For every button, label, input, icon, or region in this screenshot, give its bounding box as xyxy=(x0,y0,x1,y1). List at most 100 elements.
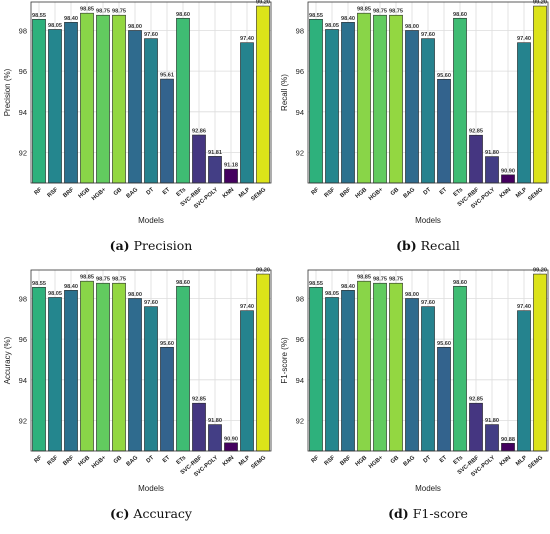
x-tick-label: RSF xyxy=(324,455,337,467)
bar-value-label: 98.40 xyxy=(341,16,355,22)
bar-value-label: 95.60 xyxy=(437,73,451,79)
caption-letter: (b) xyxy=(396,238,417,253)
bar-value-label: 95.60 xyxy=(160,341,174,347)
x-tick-label: GB xyxy=(113,455,124,465)
bar-value-label: 98.60 xyxy=(453,12,467,18)
bar-knn xyxy=(501,174,515,184)
x-tick-label: KNN xyxy=(222,187,235,200)
x-tick-label: SEMG xyxy=(250,455,267,471)
axes-frame xyxy=(30,1,272,184)
x-tick-label: RF xyxy=(34,187,44,197)
bar-semg xyxy=(533,273,547,452)
x-axis-label: Models xyxy=(415,484,441,493)
x-tick-label: GB xyxy=(113,187,124,197)
bar-value-label: 97.60 xyxy=(144,32,158,38)
y-tick-label: 96 xyxy=(296,67,304,76)
bar-hgb xyxy=(80,12,94,184)
bar-hgb- xyxy=(96,282,110,452)
bar-value-label: 99.20 xyxy=(256,0,270,6)
bar-value-label: 97.40 xyxy=(517,36,531,42)
bar-value-label: 98.60 xyxy=(453,280,467,286)
y-tick-label: 96 xyxy=(19,67,27,76)
x-tick-label: DT xyxy=(146,455,156,465)
bar-value-label: 95.60 xyxy=(437,341,451,347)
bar-value-label: 99.20 xyxy=(533,268,547,274)
bar-value-label: 98.05 xyxy=(48,23,62,29)
x-axis-label: Models xyxy=(138,484,164,493)
x-tick-label: RSF xyxy=(47,455,60,467)
x-axis-label: Models xyxy=(415,216,441,225)
y-tick-label: 94 xyxy=(296,108,304,117)
bar-et xyxy=(437,346,451,452)
bar-bag xyxy=(128,298,142,452)
bar-mlp xyxy=(517,310,531,452)
y-axis-label: F1-score (%) xyxy=(280,337,289,384)
bar-brf xyxy=(64,290,78,452)
bar-value-label: 98.05 xyxy=(325,291,339,297)
x-tick-label: BRF xyxy=(62,187,75,200)
y-tick-label: 92 xyxy=(296,148,304,157)
bar-value-label: 98.75 xyxy=(112,9,126,15)
bar-hgb- xyxy=(96,14,110,184)
y-tick-label: 94 xyxy=(296,376,304,385)
x-tick-label: KNN xyxy=(499,187,512,200)
x-tick-label: BRF xyxy=(339,455,352,468)
bar-rf xyxy=(309,18,323,184)
axes-frame xyxy=(307,269,549,452)
bar-ets xyxy=(453,17,467,184)
x-tick-label: DT xyxy=(423,455,433,465)
bar-et xyxy=(160,78,174,184)
bar-value-label: 99.20 xyxy=(256,268,270,274)
panel-caption: (d) F1-score xyxy=(388,506,468,521)
x-tick-label: RF xyxy=(34,455,44,465)
x-tick-label: ETs xyxy=(453,455,465,466)
bar-hgb- xyxy=(373,14,387,184)
bar-value-label: 99.20 xyxy=(533,0,547,6)
x-tick-label: ET xyxy=(439,187,449,197)
bar-bag xyxy=(405,30,419,184)
bar-hgb xyxy=(357,280,371,452)
panel-caption: (c) Accuracy xyxy=(110,506,193,521)
x-tick-label: DT xyxy=(146,187,156,197)
bar-value-label: 95.61 xyxy=(160,73,174,79)
x-tick-label: BAG xyxy=(403,187,417,200)
bar-gb xyxy=(389,14,403,184)
bar-rf xyxy=(32,18,46,184)
x-tick-label: SEMG xyxy=(527,455,544,471)
bar-value-label: 92.86 xyxy=(192,129,206,135)
x-tick-label: HGB+ xyxy=(91,455,108,470)
bar-value-label: 98.40 xyxy=(64,16,78,22)
bar-value-label: 98.55 xyxy=(32,281,46,287)
caption-letter: (c) xyxy=(110,506,129,521)
x-tick-label: GB xyxy=(390,187,401,197)
caption-letter: (a) xyxy=(110,238,130,253)
bar-value-label: 91.80 xyxy=(485,150,499,156)
x-tick-label: HGB+ xyxy=(91,187,108,202)
bar-value-label: 98.75 xyxy=(389,9,403,15)
bar-svc-rbf xyxy=(192,402,206,452)
x-tick-label: RSF xyxy=(324,187,337,199)
y-axis-label: Precision (%) xyxy=(3,68,12,116)
bar-value-label: 98.05 xyxy=(48,291,62,297)
bar-value-label: 98.60 xyxy=(176,12,190,18)
x-tick-label: ETs xyxy=(453,187,465,198)
y-tick-label: 98 xyxy=(296,26,304,35)
bar-hgb- xyxy=(373,282,387,452)
bar-value-label: 97.60 xyxy=(421,32,435,38)
bar-value-label: 98.75 xyxy=(373,277,387,283)
bar-value-label: 91.80 xyxy=(208,418,222,424)
bar-value-label: 98.40 xyxy=(64,284,78,290)
caption-text: Accuracy xyxy=(129,506,192,521)
bar-value-label: 98.75 xyxy=(96,9,110,15)
x-tick-label: KNN xyxy=(222,455,235,468)
bar-value-label: 90.88 xyxy=(501,437,515,443)
bar-mlp xyxy=(240,42,254,184)
x-tick-label: BAG xyxy=(126,455,140,468)
bar-mlp xyxy=(240,310,254,452)
bar-bag xyxy=(405,298,419,452)
bar-value-label: 90.90 xyxy=(501,168,515,174)
bar-value-label: 98.75 xyxy=(389,277,403,283)
bar-value-label: 98.75 xyxy=(96,277,110,283)
